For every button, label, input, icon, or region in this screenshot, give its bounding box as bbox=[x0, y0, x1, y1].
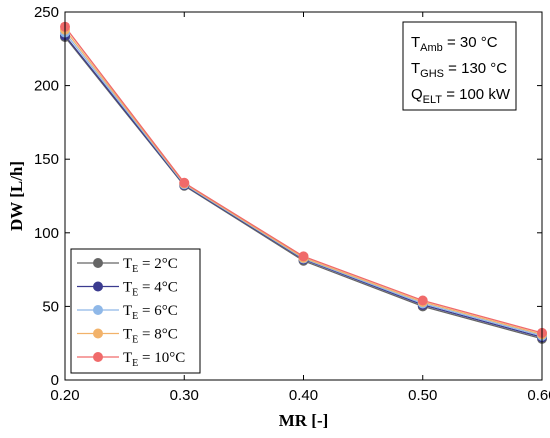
x-tick-label: 0.40 bbox=[289, 387, 318, 404]
legend-swatch-marker bbox=[93, 305, 103, 315]
annotation-subscript: Amb bbox=[420, 42, 443, 54]
annotation-symbol: Q bbox=[411, 86, 423, 103]
y-tick-label: 250 bbox=[34, 4, 59, 21]
annotation-symbol: T bbox=[411, 34, 420, 51]
data-point-series-5 bbox=[298, 251, 309, 262]
legend: TE = 2°CTE = 4°CTE = 6°CTE = 8°CTE = 10°… bbox=[70, 248, 201, 374]
annotation-line: TAmb = 30 °C bbox=[411, 34, 498, 54]
legend-label-value: = 6°C bbox=[138, 303, 177, 319]
legend-label: TE = 8°C bbox=[123, 327, 178, 346]
legend-label: TE = 6°C bbox=[123, 303, 178, 322]
data-point-series-5 bbox=[417, 295, 428, 306]
legend-label-value: = 8°C bbox=[138, 327, 177, 343]
annotation-subscript: GHS bbox=[420, 68, 444, 80]
legend-label-subscript: E bbox=[132, 288, 138, 299]
legend-box bbox=[70, 248, 201, 374]
legend-swatch-marker bbox=[93, 352, 103, 362]
axis-ticks: 0.20 0.30 0.40 0.50 0.60 0 50 100 150 200 250 bbox=[34, 4, 550, 404]
legend-swatch-marker bbox=[93, 328, 103, 339]
legend-label-value: = 4°C bbox=[138, 280, 177, 296]
x-tick-label: 0.20 bbox=[50, 387, 79, 404]
y-tick-label: 150 bbox=[34, 151, 59, 168]
legend-label: TE = 4°C bbox=[123, 280, 178, 299]
y-tick-label: 50 bbox=[42, 298, 59, 315]
legend-label-symbol: T bbox=[123, 327, 132, 343]
legend-label-symbol: T bbox=[123, 256, 132, 272]
annotation-line: TGHS = 130 °C bbox=[411, 60, 507, 80]
legend-label-symbol: T bbox=[123, 303, 132, 319]
x-axis-title: MR [-] bbox=[279, 411, 329, 430]
legend-label: TE = 10°C bbox=[123, 350, 185, 369]
legend-swatch-marker bbox=[93, 281, 103, 292]
legend-label-value: = 2°C bbox=[138, 256, 177, 272]
legend-label-subscript: E bbox=[132, 311, 138, 322]
annotation-box bbox=[402, 21, 517, 111]
legend-swatch-marker bbox=[93, 258, 103, 268]
legend-label: TE = 2°C bbox=[123, 256, 178, 275]
x-tick-label: 0.50 bbox=[408, 387, 437, 404]
legend-label-subscript: E bbox=[132, 358, 138, 369]
legend-label-symbol: T bbox=[123, 280, 132, 296]
y-tick-label: 0 bbox=[51, 372, 59, 389]
annotation-line: QELT = 100 kW bbox=[411, 86, 511, 106]
legend-label-symbol: T bbox=[123, 350, 132, 366]
annotation-value: = 30 °C bbox=[443, 34, 498, 51]
y-tick-label: 100 bbox=[34, 225, 59, 242]
y-tick-label: 200 bbox=[34, 78, 59, 95]
legend-label-subscript: E bbox=[132, 264, 138, 275]
annotation-value: = 100 kW bbox=[442, 86, 511, 103]
data-point-series-5 bbox=[179, 177, 190, 188]
y-axis-title: DW [L/h] bbox=[7, 161, 26, 231]
legend-label-subscript: E bbox=[132, 335, 138, 346]
x-tick-label: 0.60 bbox=[527, 387, 550, 404]
legend-label-value: = 10°C bbox=[138, 350, 185, 366]
x-tick-label: 0.30 bbox=[170, 387, 199, 404]
annotation-symbol: T bbox=[411, 60, 420, 77]
annotation-value: = 130 °C bbox=[444, 60, 507, 77]
annotation-subscript: ELT bbox=[423, 94, 443, 106]
